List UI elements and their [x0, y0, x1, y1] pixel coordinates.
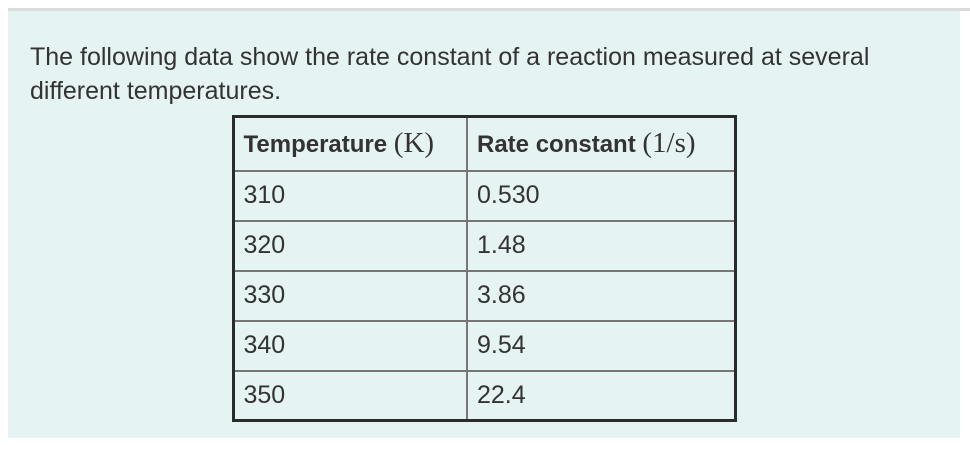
temperature-value: 350 — [232, 369, 468, 422]
rate-constant-table: Temperature (K) Rate constant (1/s) 310 … — [231, 115, 737, 422]
header-rate-constant-label: Rate constant — [477, 131, 636, 159]
question-panel: The following data show the rate constan… — [8, 11, 960, 438]
table-row: 350 22.4 — [232, 369, 736, 422]
table-row: 320 1.48 — [232, 219, 736, 272]
rate-constant-value: 9.54 — [466, 319, 736, 372]
table-header-row: Temperature (K) Rate constant (1/s) — [232, 115, 736, 172]
temperature-value: 340 — [232, 319, 468, 372]
intro-text: The following data show the rate constan… — [30, 43, 870, 105]
rate-constant-value: 1.48 — [466, 219, 736, 272]
temperature-value: 320 — [232, 219, 468, 272]
top-divider-rule — [8, 8, 970, 11]
header-temperature: Temperature (K) — [232, 115, 468, 172]
rate-constant-value: 3.86 — [466, 269, 736, 322]
temperature-value: 310 — [232, 169, 468, 222]
table-row: 330 3.86 — [232, 269, 736, 322]
header-rate-constant-unit: (1/s) — [642, 127, 696, 160]
table-row: 310 0.530 — [232, 169, 736, 222]
rate-constant-value: 22.4 — [466, 369, 736, 422]
header-temperature-label: Temperature — [243, 131, 388, 159]
table-row: 340 9.54 — [232, 319, 736, 372]
temperature-value: 330 — [232, 269, 468, 322]
header-rate-constant: Rate constant (1/s) — [466, 115, 736, 172]
rate-constant-value: 0.530 — [466, 169, 736, 222]
header-temperature-unit: (K) — [393, 127, 435, 160]
